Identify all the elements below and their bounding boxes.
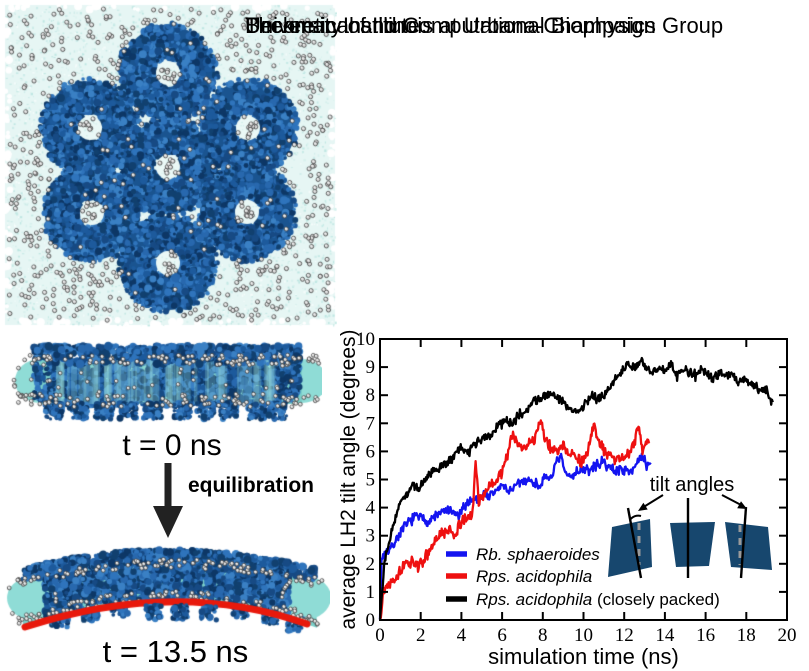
legend-label: Rb. sphaeroides — [476, 545, 600, 564]
inset-lh2-shape — [608, 519, 652, 577]
header-line-institute: Beckman Institute — [245, 13, 420, 38]
tilt-angle-chart: 0 2 4 6 8 10 12 14 16 18 20012345678910simulation … — [340, 330, 797, 669]
y-tick-label: 0 — [366, 610, 376, 631]
y-tick-label: 10 — [356, 330, 375, 350]
inset-lh2-shape — [670, 522, 715, 567]
x-tick-label: 14 — [655, 625, 675, 646]
series-line-0 — [378, 452, 652, 620]
y-axis-title: average LH2 tilt angle (degrees) — [340, 330, 360, 630]
y-tick-label: 7 — [366, 413, 376, 434]
y-tick-label: 8 — [366, 385, 376, 406]
header-line-university: University of Illinois at Urbana-Champai… — [245, 13, 656, 38]
x-tick-label: 8 — [538, 625, 548, 646]
annotation-arrow — [641, 494, 664, 509]
x-tick-label: 18 — [737, 625, 756, 646]
inset-angle-arc — [629, 514, 642, 521]
membrane-side-t0-image — [10, 333, 322, 431]
x-tick-label: 4 — [457, 625, 467, 646]
x-tick-label: 16 — [696, 625, 715, 646]
inset-lh2-shape — [725, 522, 772, 570]
time-zero-label: t = 0 ns — [122, 429, 222, 462]
x-tick-label: 12 — [615, 625, 634, 646]
x-tick-label: 20 — [778, 625, 797, 646]
equilibration-label: equilibration — [188, 474, 314, 497]
membrane-side-t13-image — [5, 545, 330, 640]
y-tick-label: 9 — [366, 357, 376, 378]
arrow-shaft — [164, 463, 172, 508]
arrow-head — [153, 506, 183, 538]
y-tick-label: 2 — [366, 554, 376, 575]
x-tick-label: 6 — [497, 625, 507, 646]
series-line-1 — [379, 419, 651, 620]
x-tick-label: 0 — [375, 625, 385, 646]
annotation-arrowhead — [737, 501, 747, 509]
legend-label: Rps. acidophila (closely packed) — [476, 590, 720, 609]
x-tick-label: 2 — [416, 625, 426, 646]
membrane-top-view-image — [3, 3, 337, 329]
tilt-angles-annotation: tilt angles — [650, 474, 735, 496]
y-tick-label: 3 — [366, 526, 376, 547]
y-tick-label: 4 — [366, 498, 376, 519]
inset-tilt-line — [739, 506, 748, 579]
y-tick-label: 1 — [366, 582, 376, 603]
y-tick-label: 5 — [366, 470, 376, 491]
series-line-2 — [378, 356, 774, 620]
annotation-arrowhead — [638, 502, 648, 511]
x-tick-label: 10 — [574, 625, 593, 646]
header-line-group: Theoretical and Computational Biophysics… — [245, 13, 724, 38]
x-axis-title: simulation time (ns) — [488, 644, 679, 669]
y-tick-label: 6 — [366, 441, 376, 462]
equilibration-arrow — [153, 463, 183, 538]
legend-label: Rps. acidophila — [476, 567, 592, 586]
time-13p5-label: t = 13.5 ns — [102, 634, 249, 669]
